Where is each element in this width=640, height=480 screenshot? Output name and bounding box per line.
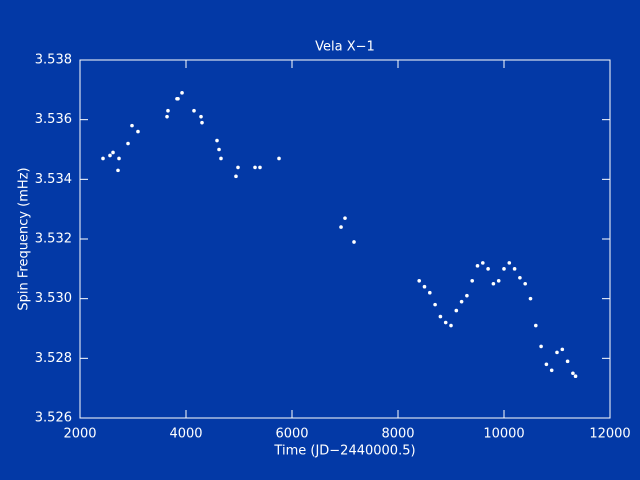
data-point xyxy=(126,141,130,146)
x-axis-label: Time (JD−2440000.5) xyxy=(273,444,415,459)
data-point xyxy=(343,216,347,220)
data-point xyxy=(116,168,120,173)
data-point xyxy=(130,123,134,128)
data-point xyxy=(192,108,196,113)
data-point xyxy=(417,278,422,283)
y-tick-label: 3.528 xyxy=(35,351,72,366)
y-tick-label: 3.530 xyxy=(35,291,72,306)
data-point xyxy=(502,267,506,271)
data-point xyxy=(352,240,356,244)
data-point xyxy=(111,150,115,155)
data-point xyxy=(496,278,501,283)
data-point xyxy=(512,267,517,271)
data-point xyxy=(215,138,219,143)
data-point xyxy=(518,275,522,280)
data-point xyxy=(465,293,469,298)
data-point xyxy=(549,368,554,373)
data-point xyxy=(555,350,559,355)
data-point xyxy=(253,165,257,170)
data-point xyxy=(166,108,170,113)
data-point xyxy=(117,156,121,161)
data-point xyxy=(433,302,437,307)
x-tick-label: 6000 xyxy=(275,427,308,442)
data-point xyxy=(481,261,485,265)
data-point xyxy=(534,323,538,328)
data-point xyxy=(443,320,448,325)
data-point xyxy=(277,156,281,161)
data-point xyxy=(136,129,140,134)
x-tick-label: 10000 xyxy=(483,427,524,442)
y-tick-label: 3.532 xyxy=(35,232,72,247)
data-point xyxy=(234,174,238,179)
data-point xyxy=(470,278,475,283)
data-point xyxy=(475,264,480,268)
y-axis-label: Spin Frequency (mHz) xyxy=(17,167,32,310)
data-point xyxy=(523,281,527,286)
data-point xyxy=(449,323,453,328)
data-point xyxy=(236,165,240,170)
data-point xyxy=(428,290,432,295)
data-point xyxy=(560,347,565,352)
y-tick-label: 3.534 xyxy=(35,172,72,187)
chart-title: Vela X−1 xyxy=(315,40,375,55)
data-point xyxy=(217,147,221,152)
data-point xyxy=(258,165,262,170)
data-point xyxy=(200,120,204,125)
data-point xyxy=(199,114,203,119)
data-point xyxy=(165,114,169,119)
data-point xyxy=(108,153,112,158)
x-tick-label: 8000 xyxy=(381,427,414,442)
data-point xyxy=(422,284,427,289)
data-point xyxy=(454,308,459,313)
data-point xyxy=(219,156,223,161)
x-tick-label: 4000 xyxy=(169,427,202,442)
data-point xyxy=(438,314,443,319)
y-tick-label: 3.536 xyxy=(35,112,72,127)
data-point xyxy=(544,362,549,367)
data-point xyxy=(565,359,570,364)
data-point xyxy=(459,299,464,304)
data-point xyxy=(528,296,533,301)
data-point xyxy=(571,371,575,376)
data-point xyxy=(486,267,490,271)
data-point xyxy=(539,344,543,349)
x-tick-label: 2000 xyxy=(63,427,96,442)
data-point xyxy=(176,96,180,101)
data-point xyxy=(573,374,578,379)
data-point xyxy=(491,281,496,286)
data-point xyxy=(101,156,105,161)
data-point xyxy=(339,225,343,229)
y-tick-label: 3.538 xyxy=(35,53,72,68)
x-tick-label: 12000 xyxy=(589,427,630,442)
data-point xyxy=(180,91,184,95)
data-point xyxy=(507,261,512,265)
y-tick-label: 3.526 xyxy=(35,411,72,426)
